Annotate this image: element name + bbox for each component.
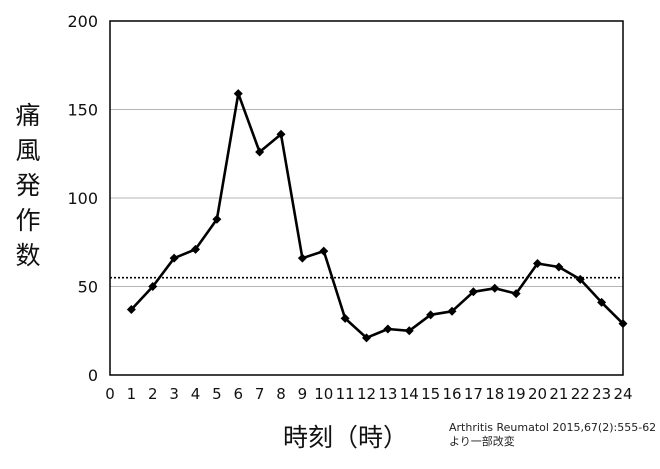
x-tick-label-7: 7	[255, 385, 265, 403]
y-axis-label: 痛風発作数	[12, 102, 41, 277]
x-tick-label-2: 2	[148, 385, 158, 403]
series-line	[130, 92, 624, 340]
citation-line-2: より一部改変	[449, 435, 515, 448]
x-tick-label-21: 21	[549, 385, 568, 403]
data-point-19	[511, 289, 521, 299]
grid-lines	[110, 109, 623, 287]
x-tick-label-12: 12	[357, 385, 376, 403]
series-gout-attacks	[126, 89, 628, 343]
x-tick-label-19: 19	[507, 385, 526, 403]
x-tick-label-16: 16	[442, 385, 461, 403]
citation-line-1: Arthritis Reumatol 2015,67(2):555-62	[449, 421, 657, 434]
x-tick-label-10: 10	[314, 385, 333, 403]
y-tick-label-50: 50	[78, 278, 98, 297]
data-point-20	[533, 258, 542, 268]
data-point-7	[255, 147, 265, 157]
data-point-15	[426, 310, 436, 320]
y-axis-ticks: 0 50 100 150 200	[67, 12, 98, 385]
data-point-23	[597, 297, 607, 307]
data-point-12	[362, 333, 371, 343]
x-tick-label-11: 11	[336, 385, 355, 403]
plot-frame	[109, 20, 624, 376]
x-tick-label-6: 6	[233, 385, 243, 403]
data-point-24	[618, 319, 628, 329]
data-point-9	[297, 253, 307, 263]
data-point-4	[191, 244, 200, 254]
x-axis-label: 時刻（時）	[283, 423, 409, 452]
data-point-8	[276, 129, 286, 139]
x-tick-label-15: 15	[421, 385, 440, 403]
x-axis-ticks: 0 1 2 3 4 5 6 7 8 9 10 11 12 13 14 15 16 17 18 19 20 21 22 23 24	[105, 385, 632, 403]
data-point-1	[126, 305, 136, 315]
x-tick-label-20: 20	[528, 385, 547, 403]
x-tick-label-22: 22	[571, 385, 590, 403]
x-tick-label-0: 0	[105, 385, 115, 403]
x-tick-label-17: 17	[464, 385, 483, 403]
data-point-10	[319, 246, 329, 256]
x-tick-label-5: 5	[212, 385, 222, 403]
data-point-17	[468, 287, 478, 297]
x-tick-label-9: 9	[298, 385, 308, 403]
data-point-14	[404, 326, 414, 336]
x-tick-label-3: 3	[169, 385, 179, 403]
y-tick-label-150: 150	[67, 101, 98, 120]
y-tick-label-0: 0	[88, 366, 98, 385]
data-point-13	[383, 324, 393, 334]
x-tick-label-13: 13	[378, 385, 397, 403]
y-tick-label-100: 100	[67, 189, 98, 208]
data-point-18	[490, 283, 500, 293]
x-tick-label-24: 24	[613, 385, 632, 403]
data-point-5	[212, 214, 222, 224]
x-tick-label-14: 14	[400, 385, 419, 403]
data-point-22	[575, 274, 585, 284]
x-tick-label-8: 8	[276, 385, 286, 403]
citation: Arthritis Reumatol 2015,67(2):555-62 より一…	[449, 421, 656, 449]
data-point-2	[148, 282, 158, 291]
data-point-6	[233, 89, 243, 99]
data-point-3	[169, 253, 179, 263]
x-tick-label-23: 23	[592, 385, 611, 403]
data-point-21	[554, 262, 564, 272]
x-tick-label-1: 1	[127, 385, 137, 403]
x-tick-label-4: 4	[191, 385, 201, 403]
x-tick-label-18: 18	[485, 385, 504, 403]
y-tick-label-200: 200	[67, 12, 98, 31]
data-point-16	[447, 306, 457, 316]
data-point-11	[340, 313, 350, 323]
